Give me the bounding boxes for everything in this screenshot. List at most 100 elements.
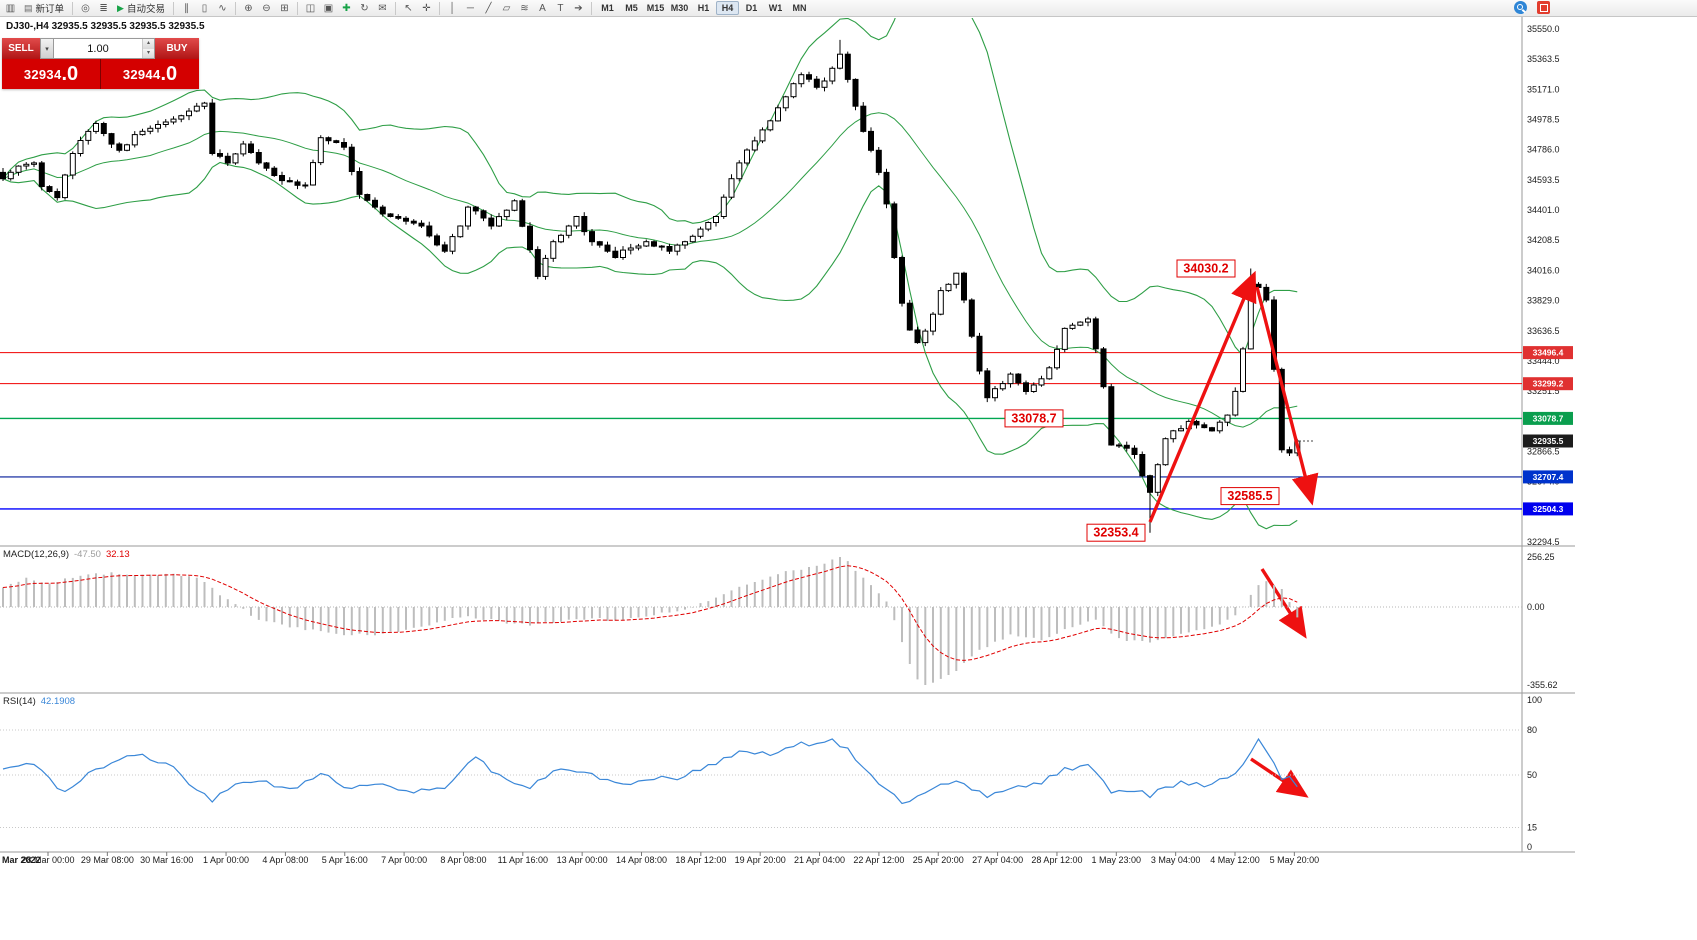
annotation-34030.2[interactable]: 34030.2 [1176,259,1236,278]
add-indicator-icon[interactable]: ✚ [338,1,355,16]
crosshair-icon[interactable]: ✛ [418,1,435,16]
fibonacci-icon[interactable]: ≋ [516,1,533,16]
bollinger-bands [2,18,1298,530]
grid-icon[interactable]: ⊞ [276,1,293,16]
community-icon[interactable] [1537,1,1550,14]
svg-text:34593.5: 34593.5 [1527,175,1560,185]
buy-button[interactable]: BUY [155,38,199,59]
svg-text:32585.5: 32585.5 [1227,489,1272,503]
refresh-icon-glyph: ↻ [360,2,369,14]
autotrade-glyph: ▶ [117,2,124,13]
svg-text:-355.62: -355.62 [1527,680,1558,690]
timeframe-m1-button[interactable]: M1 [601,3,614,13]
sell-price[interactable]: 32934.0 [2,59,100,89]
rsi-value: 42.1908 [40,696,76,707]
vertical-line-icon[interactable]: │ [444,1,461,16]
volume-down-button[interactable]: ▾ [143,48,154,58]
arrows-icon[interactable]: ➔ [570,1,587,16]
buy-price-main: 32944 [122,66,161,82]
price-tag-33299.2: 33299.2 [1523,377,1573,391]
svg-text:25 Apr 20:00: 25 Apr 20:00 [913,855,964,865]
zoom-in-icon[interactable]: ⊕ [240,1,257,16]
volume-up-button[interactable]: ▴ [143,39,154,49]
chart-window-icon[interactable]: ▥ [2,1,19,16]
svg-text:32935.5: 32935.5 [1533,436,1564,446]
horizontal-line-icon[interactable]: ─ [462,1,479,16]
new-order-button[interactable]: ▤ 新订单 [20,1,68,16]
autotrade-button-label: 自动交易 [126,4,165,15]
buy-price[interactable]: 32944.0 [101,59,199,89]
rsi-line [2,737,1298,805]
svg-text:32504.3: 32504.3 [1533,504,1564,514]
timeframe-h1-button[interactable]: H1 [697,3,710,13]
profiles-icon[interactable]: ◎ [77,1,94,16]
trendline-icon[interactable]: ╱ [480,1,497,16]
svg-text:35363.5: 35363.5 [1527,54,1560,64]
macd-label: MACD(12,26,9) -47.50 32.13 [3,549,135,560]
sell-button[interactable]: SELL [2,38,40,59]
text-icon-glyph: A [539,2,546,14]
cursor-icon[interactable]: ↖ [400,1,417,16]
label-icon-glyph: T [557,2,564,14]
new-order-glyph: ▤ [24,2,33,13]
cursor-icon-glyph: ↖ [404,2,413,14]
layers-icon[interactable]: ≣ [95,1,112,16]
macd-axis[interactable]: 256.25 0.00 -355.62 [1527,552,1558,690]
svg-text:18 Apr 12:00: 18 Apr 12:00 [675,855,726,865]
timeframe-mn-button[interactable]: MN [792,3,807,13]
annotation-32585.5[interactable]: 32585.5 [1220,487,1280,506]
svg-text:15: 15 [1527,823,1537,833]
svg-text:33496.4: 33496.4 [1533,348,1564,358]
annotation-32353.4[interactable]: 32353.4 [1086,523,1146,542]
volume-input[interactable] [54,39,142,58]
toolbar-separator [296,1,298,15]
rsi-axis[interactable]: 100 80 50 15 0 [1527,695,1542,852]
candlestick-chart-icon[interactable]: ▯ [196,1,213,16]
svg-text:27 Apr 04:00: 27 Apr 04:00 [972,855,1023,865]
volume-dropdown[interactable]: ▾ [40,38,54,59]
zoom-in-icon-glyph: ⊕ [244,2,253,14]
timeframe-m5-button[interactable]: M5 [625,3,638,13]
svg-text:0.00: 0.00 [1527,602,1545,612]
macd-signal-line [2,565,1298,661]
add-indicator-icon-glyph: ✚ [342,2,351,14]
svg-text:8 Apr 08:00: 8 Apr 08:00 [440,855,486,865]
svg-text:34208.5: 34208.5 [1527,235,1560,245]
channel-icon[interactable]: ▱ [498,1,515,16]
refresh-icon[interactable]: ↻ [356,1,373,16]
timeframe-m15-button[interactable]: M15 [646,3,665,13]
price-tag-32504.3: 32504.3 [1523,502,1573,516]
label-icon[interactable]: T [552,1,569,16]
timeframe-w1-button[interactable]: W1 [768,3,783,13]
trend-arrow[interactable] [1255,286,1319,506]
macd-panel [0,557,1522,685]
mail-icon[interactable]: ✉ [374,1,391,16]
toolbar-separator [590,1,592,15]
timeframe-m30-button[interactable]: M30 [670,3,689,13]
line-chart-icon[interactable]: ∿ [214,1,231,16]
line-chart-icon-glyph: ∿ [218,2,227,14]
main-toolbar: ▥ ▤ 新订单 ◎ ≣ ▶ 自动交易 ∥ ▯ ∿ ⊕ ⊖ ⊞ ◫ ▣ ✚ ↻ ✉ ↖ ✛ │ ─ ╱ ▱ ≋ A T ➔ M1 M5 M15… [0,0,1697,17]
candlestick-chart-icon-glyph: ▯ [201,2,208,14]
svg-text:4 May 12:00: 4 May 12:00 [1210,855,1260,865]
bar-chart-icon[interactable]: ∥ [178,1,195,16]
trend-arrow[interactable] [1250,757,1309,798]
search-icon[interactable] [1514,1,1527,14]
price-axis[interactable]: 35550.0 35363.5 35171.0 34978.5 34786.0 34593… [1523,24,1573,547]
zoom-out-icon-glyph: ⊖ [262,2,271,14]
one-click-trading-panel: SELL ▾ ▴ ▾ BUY 32934.0 32944.0 [2,38,199,89]
rsi-name: RSI(14) [3,696,36,707]
trend-arrow[interactable] [1148,270,1257,523]
timeframe-h4-button[interactable]: H4 [715,1,739,15]
timeframe-d1-button[interactable]: D1 [745,3,758,13]
cascade-windows-icon[interactable]: ▣ [320,1,337,16]
annotation-33078.7[interactable]: 33078.7 [1004,409,1064,428]
zoom-out-icon[interactable]: ⊖ [258,1,275,16]
autotrade-button[interactable]: ▶ 自动交易 [113,1,169,16]
arrows-icon-glyph: ➔ [574,2,583,14]
tile-windows-icon[interactable]: ◫ [302,1,319,16]
text-icon[interactable]: A [534,1,551,16]
